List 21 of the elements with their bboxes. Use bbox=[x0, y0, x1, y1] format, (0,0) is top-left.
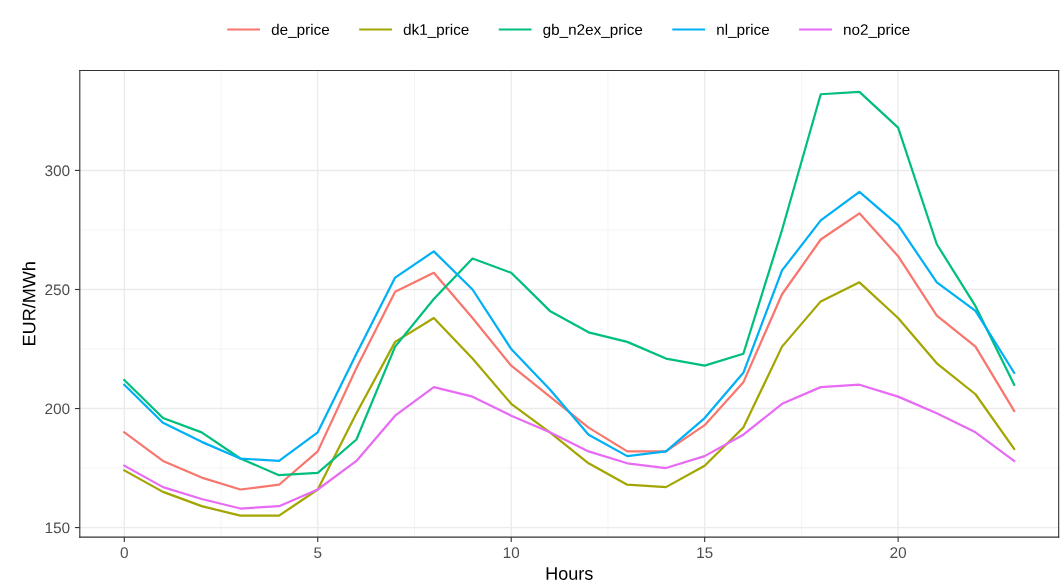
y-tick-label: 150 bbox=[45, 522, 70, 534]
x-tick-label: 5 bbox=[314, 547, 322, 559]
legend-label: gb_n2ex_price bbox=[543, 23, 643, 39]
legend-label: de_price bbox=[271, 23, 330, 39]
y-tick-label: 200 bbox=[45, 403, 70, 415]
x-axis-title: Hours bbox=[546, 567, 593, 580]
x-tick-label: 15 bbox=[697, 547, 713, 559]
line-series bbox=[123, 190, 1016, 463]
x-tick-label: 20 bbox=[890, 547, 907, 559]
x-tick-label: 0 bbox=[120, 547, 128, 559]
line-series bbox=[123, 281, 1016, 517]
legend-label: no2_price bbox=[844, 23, 910, 39]
line-series bbox=[123, 212, 1016, 491]
y-axis-title: EUR/MWh bbox=[22, 262, 36, 345]
y-tick-label: 250 bbox=[45, 284, 70, 296]
line-series bbox=[123, 383, 1016, 510]
y-tick-label: 300 bbox=[45, 165, 70, 177]
x-tick-label: 10 bbox=[503, 547, 520, 559]
line-series bbox=[123, 90, 1016, 477]
legend-label: nl_price bbox=[717, 23, 770, 39]
legend-label: dk1_price bbox=[403, 23, 469, 39]
